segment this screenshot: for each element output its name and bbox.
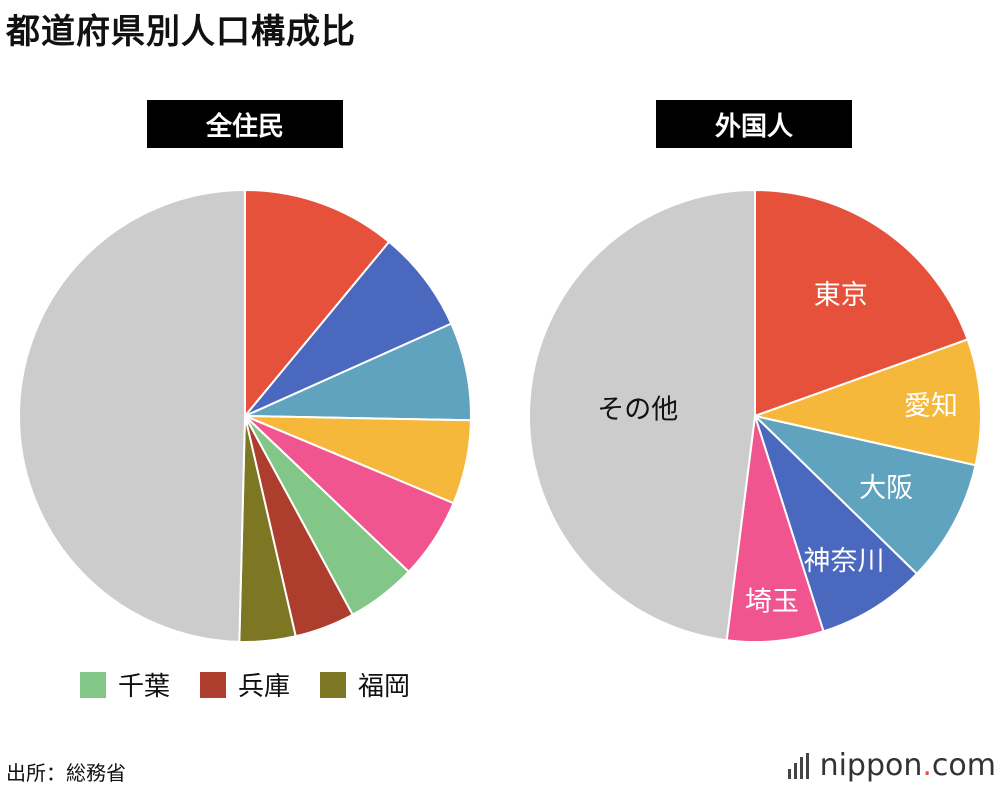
legend-label-hyogo: 兵庫	[238, 672, 291, 702]
logo-name: nippon	[819, 748, 923, 783]
pie-1-label-2: 大阪	[859, 473, 913, 504]
legend-label-fukuoka: 福岡	[358, 672, 411, 702]
pie-0-slice-0	[244, 188, 391, 419]
legend: 千葉 兵庫 福岡	[80, 666, 440, 703]
pie-1-label-4: 埼玉	[745, 587, 799, 618]
chart-title-all-residents: 全住民	[147, 100, 343, 148]
logo-bars-icon	[787, 752, 812, 779]
pie-1-slice-1	[751, 338, 982, 467]
legend-item-hyogo: 兵庫	[200, 666, 290, 703]
legend-label-chiba: 千葉	[118, 672, 171, 702]
legend-item-fukuoka: 福岡	[320, 666, 410, 703]
pie-1-slice-5	[528, 188, 756, 642]
pie-0-slice-8	[18, 188, 246, 643]
pie-0-slice-1	[244, 240, 453, 417]
logo-dot: .	[922, 748, 932, 783]
pie-1-label-5: その他	[597, 395, 678, 426]
pie-1-label-3: 神奈川	[804, 546, 885, 577]
source-note: 出所：総務省	[6, 761, 126, 785]
logo-suffix: com	[931, 748, 996, 783]
legend-swatch-chiba	[80, 671, 106, 698]
legend-swatch-fukuoka	[320, 671, 347, 698]
page-title: 都道府県別人口構成比	[6, 12, 356, 52]
pie-1-label-0: 東京	[814, 280, 868, 311]
chart-title-foreigners: 外国人	[656, 100, 852, 148]
nippon-logo: nippon. com	[787, 748, 996, 783]
legend-item-chiba: 千葉	[80, 666, 170, 703]
pie-1-slice-0	[754, 188, 969, 418]
legend-swatch-hyogo	[200, 671, 227, 698]
pie-1-slice-2	[751, 414, 977, 576]
pie-1-slice-3	[754, 415, 919, 633]
pie-1-label-1: 愛知	[904, 391, 958, 422]
